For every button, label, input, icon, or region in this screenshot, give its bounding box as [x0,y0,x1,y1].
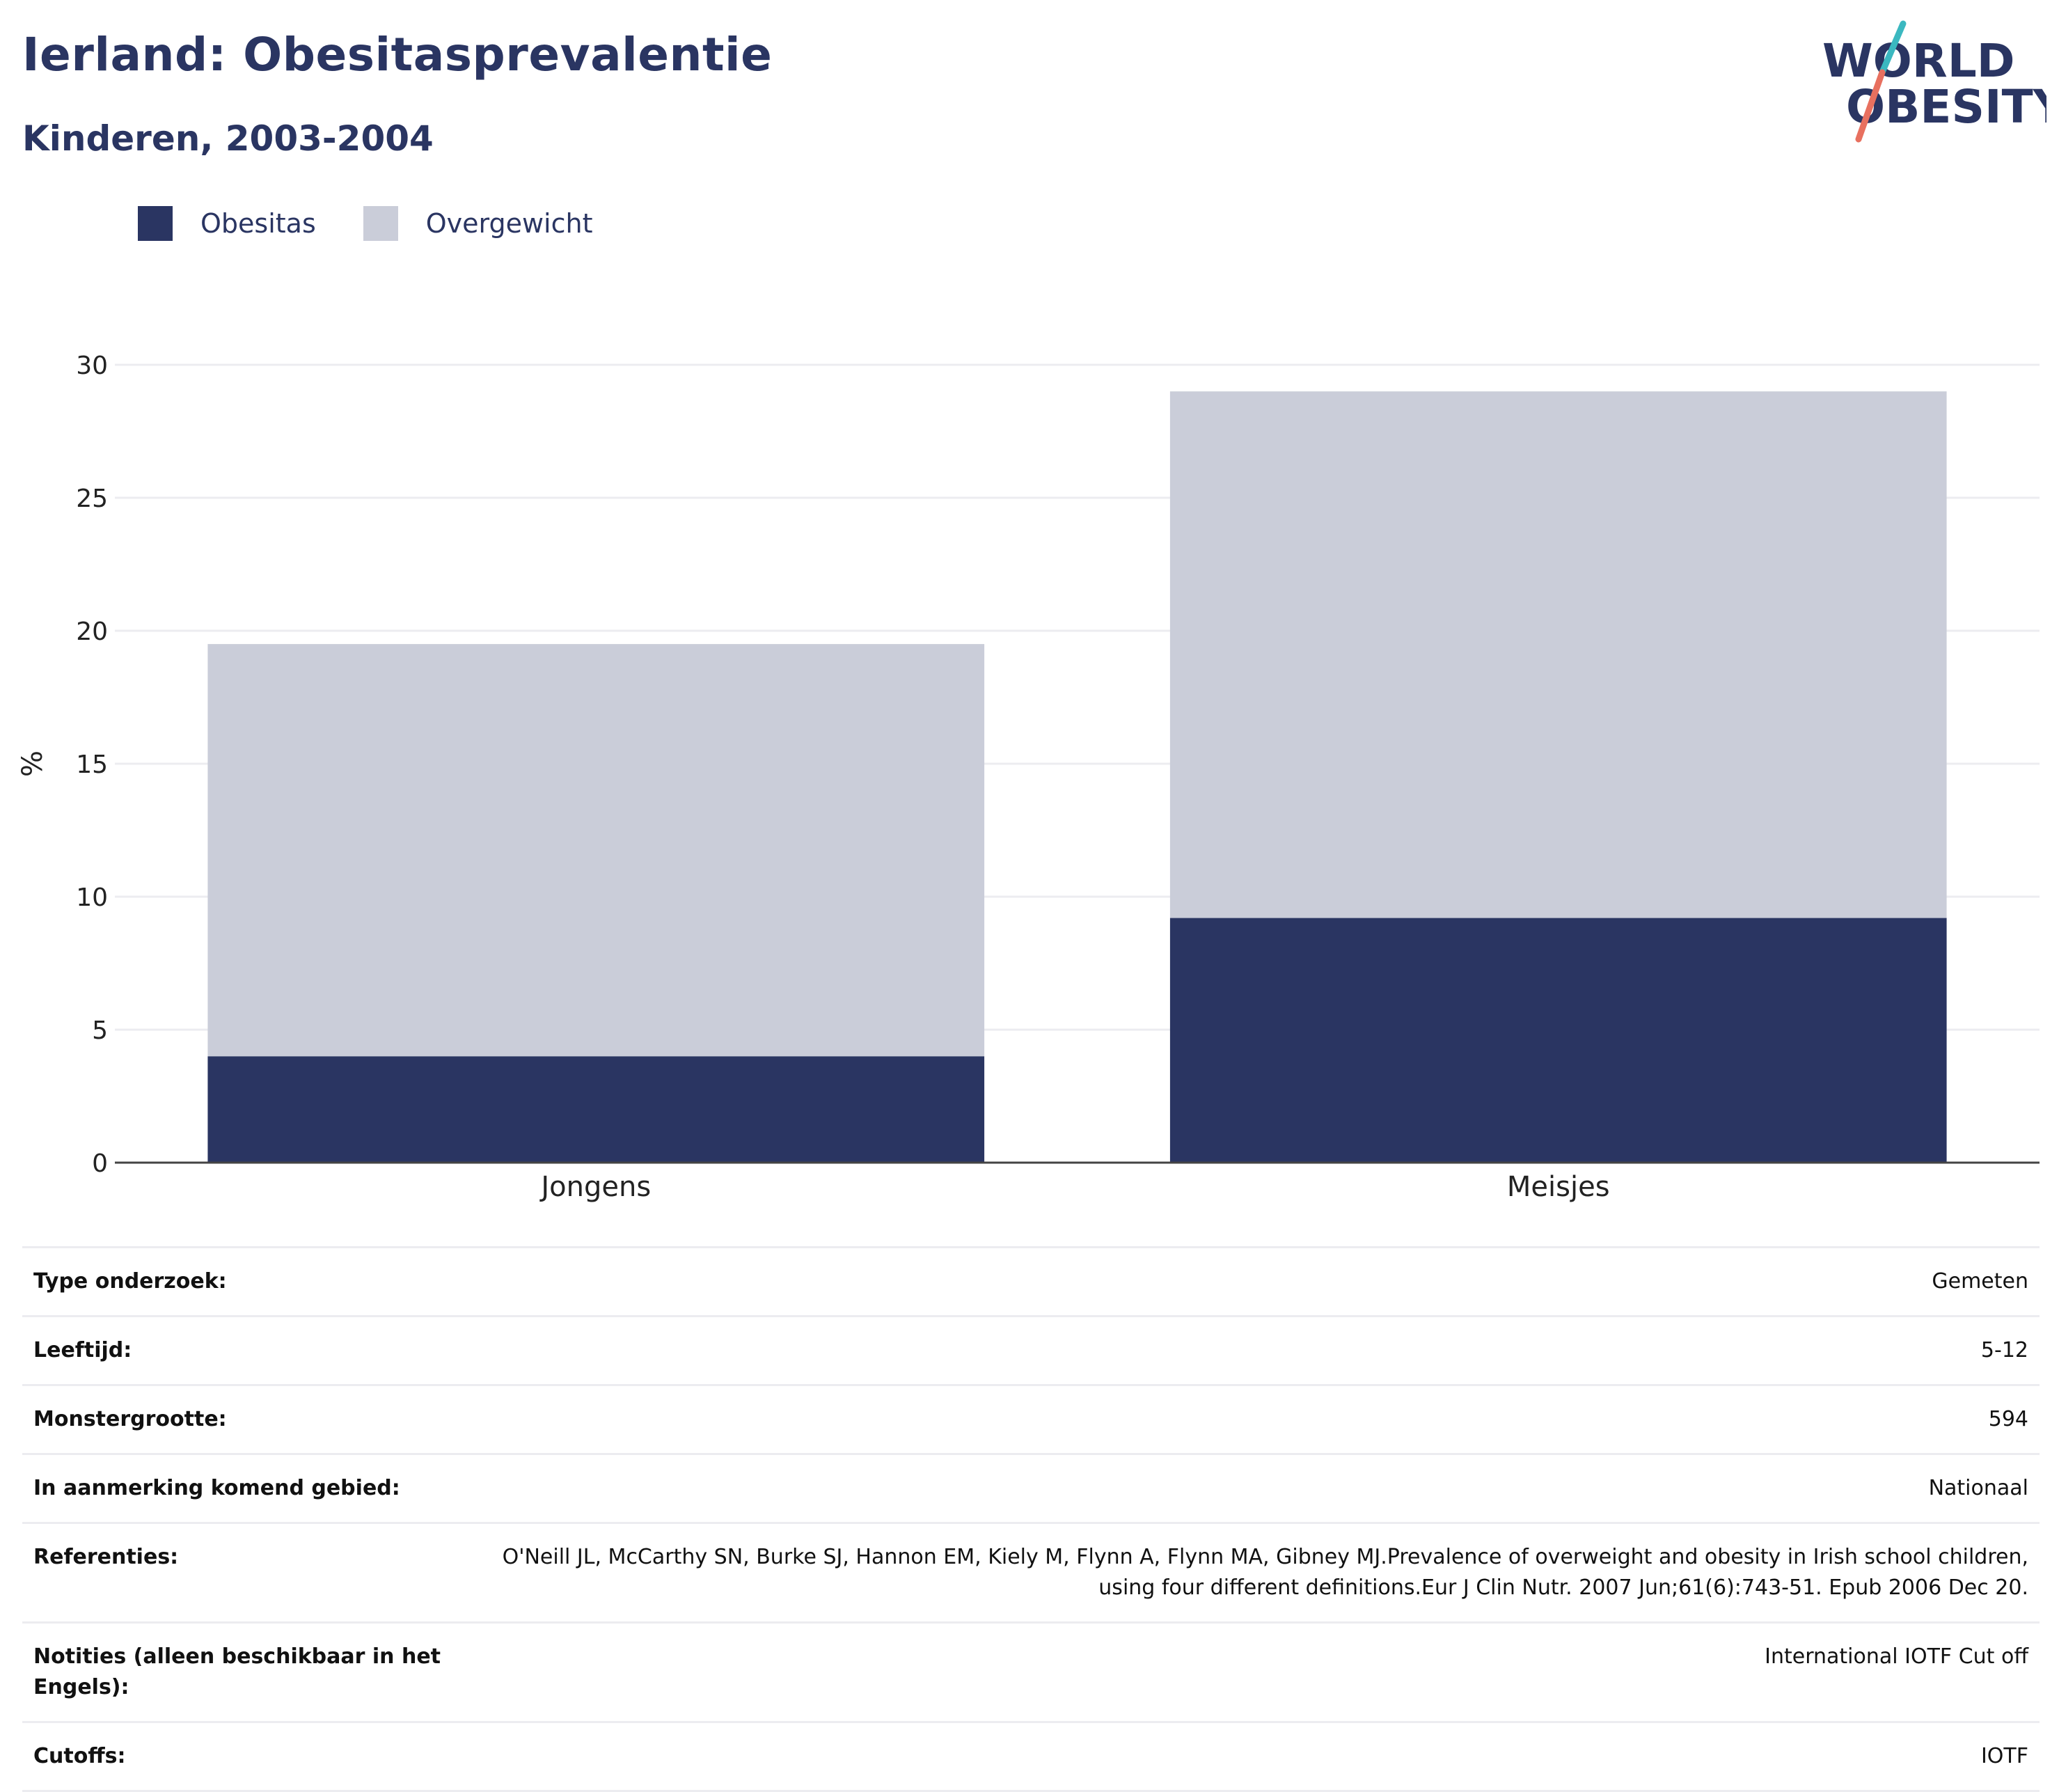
y-tick-labels: 0 5 10 15 20 25 30 [76,352,108,1178]
study-info-table: Type onderzoek: Gemeten Leeftijd: 5-12 Monst… [22,1246,2040,1792]
info-value: Gemeten [1932,1269,2028,1294]
y-tick-label: 10 [76,883,108,912]
info-label: Type onderzoek: [33,1269,227,1294]
bar-obesitas-jongens[interactable] [207,1056,985,1163]
info-value: IOTF [1980,1744,2028,1768]
y-axis-label: % [17,750,49,777]
legend-swatch-obesitas [138,206,173,241]
logo-slash-bottom [1855,69,1886,143]
info-row: Cutoffs: IOTF [22,1722,2040,1791]
info-row: Leeftijd: 5-12 [22,1316,2040,1385]
y-tick-label: 25 [76,485,108,513]
info-row: Notities (alleen beschikbaar in het Enge… [22,1622,2040,1722]
info-row: Referenties: O'Neill JL, McCarthy SN, Bur… [22,1523,2040,1623]
y-tick-label: 5 [92,1016,108,1045]
bar-obesitas-meisjes[interactable] [1169,918,1947,1163]
info-label: Notities (alleen beschikbaar in het Enge… [33,1644,441,1699]
legend-label-overgewicht: Overgewicht [425,208,593,239]
y-tick-label: 20 [76,618,108,646]
y-tick-label: 30 [76,352,108,380]
info-value: 594 [1988,1407,2028,1431]
info-label: Referenties: [33,1545,179,1569]
x-category-label: Meisjes [1507,1171,1610,1203]
info-value: Nationaal [1928,1476,2028,1500]
info-row: Monstergrootte: 594 [22,1385,2040,1454]
info-row: In aanmerking komend gebied: Nationaal [22,1454,2040,1523]
bar-chart: 0 5 10 15 20 25 30 Jongens Meisjes % [17,352,2040,1203]
x-category-label: Jongens [539,1171,651,1203]
legend-swatch-overgewicht [363,206,398,241]
info-label: In aanmerking komend gebied: [33,1476,400,1500]
logo-word-world: WORLD [1822,34,2015,88]
page-subtitle: Kinderen, 2003-2004 [22,118,434,159]
bar-overgewicht-meisjes[interactable] [1169,391,1947,918]
page-title: Ierland: Obesitasprevalentie [22,28,773,81]
legend-item-obesitas[interactable]: Obesitas [138,206,316,241]
info-value: 5-12 [1980,1338,2028,1362]
world-obesity-logo: WORLD OBESITY [1822,20,2046,143]
bar-overgewicht-jongens[interactable] [207,644,985,1057]
info-value: International IOTF Cut off [1765,1644,2028,1669]
y-tick-label: 0 [92,1149,108,1178]
legend-label-obesitas: Obesitas [200,208,316,239]
bars [207,391,1947,1163]
y-tick-label: 15 [76,750,108,779]
info-label: Leeftijd: [33,1338,132,1362]
info-row: Type onderzoek: Gemeten [22,1247,2040,1317]
chart-legend: Obesitas Overgewicht [138,206,640,241]
info-value: O'Neill JL, McCarthy SN, Burke SJ, Hanno… [502,1545,2028,1600]
info-label: Cutoffs: [33,1744,126,1768]
x-category-labels: Jongens Meisjes [539,1171,1609,1203]
legend-item-overgewicht[interactable]: Overgewicht [363,206,593,241]
info-label: Monstergrootte: [33,1407,227,1431]
logo-slash-top [1879,20,1907,76]
